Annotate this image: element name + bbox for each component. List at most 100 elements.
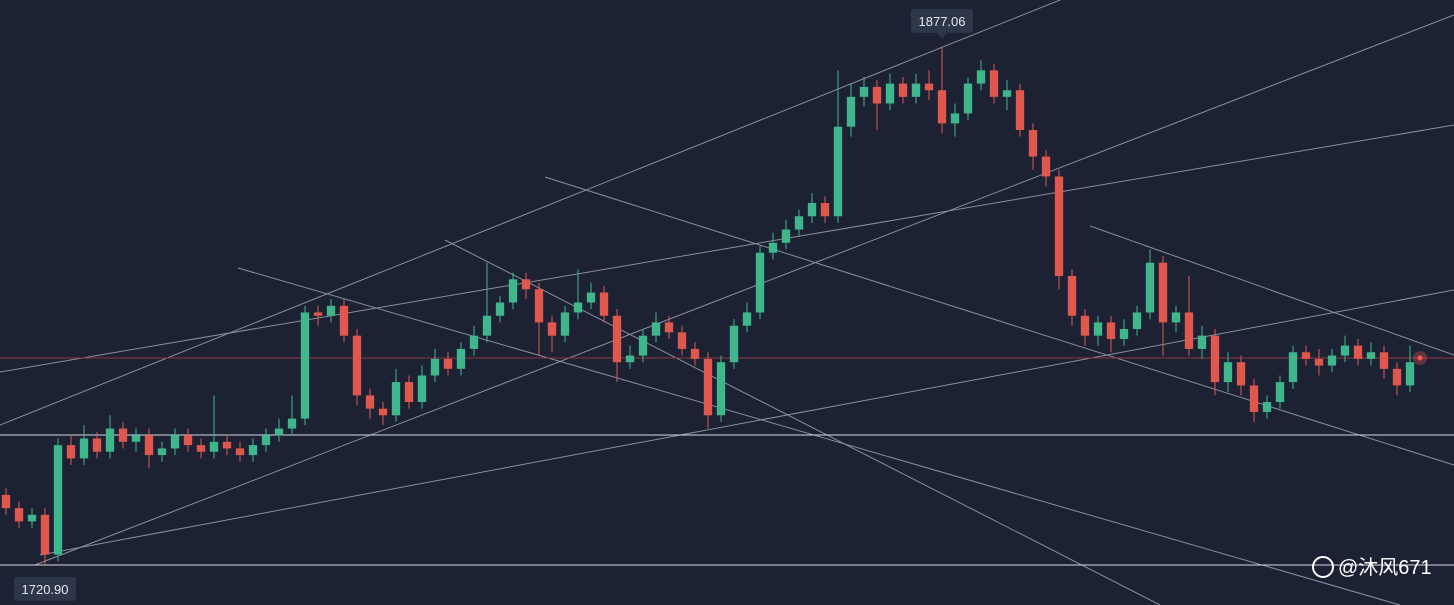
candle-body (1392, 368, 1402, 386)
candle-body (352, 335, 362, 396)
candle-body (404, 382, 414, 403)
candle-body (651, 322, 661, 336)
candle-body (417, 375, 427, 403)
candle-body (1353, 345, 1363, 359)
candle-body (586, 292, 596, 303)
candle-body (1223, 362, 1233, 383)
candle-body (547, 322, 557, 336)
candle-body (755, 252, 765, 313)
candle-body (1210, 335, 1220, 383)
candle-body (131, 435, 141, 442)
candle-body (638, 335, 648, 356)
candle-body (235, 448, 245, 456)
candle-body (716, 362, 726, 416)
candle-body (1340, 345, 1350, 356)
candle-body (261, 435, 271, 446)
candle-body (885, 83, 895, 104)
trend-line (34, 14, 1454, 566)
trend-line (0, 124, 1454, 373)
candle-body (1119, 329, 1129, 339)
candle-body (1327, 355, 1337, 366)
candle-body (66, 445, 76, 459)
candle-body (1249, 385, 1259, 412)
candle-body (144, 435, 154, 456)
candle-body (222, 441, 232, 449)
trend-line (1089, 225, 1454, 356)
candle-body (469, 335, 479, 349)
candle-body (911, 83, 921, 97)
candle-body (287, 418, 297, 429)
candle-body (573, 302, 583, 313)
labels: 1877.06 1720.90 (14, 8, 973, 601)
candle-body (729, 325, 739, 363)
candle-body (677, 332, 687, 349)
trend-line (444, 239, 1161, 605)
watermark-text: @沐风671 (1338, 556, 1432, 579)
watermark-logo (1312, 556, 1334, 578)
candle-body (300, 312, 310, 419)
candle-body (794, 216, 804, 230)
candle-body (118, 428, 128, 442)
candle-body (950, 113, 960, 124)
candle-body (1236, 362, 1246, 386)
candle-body (183, 435, 193, 446)
candle-body (1106, 322, 1116, 339)
candle-body (196, 445, 206, 452)
candle-body (1132, 312, 1142, 330)
candle-body (274, 428, 284, 436)
candle-body (1067, 275, 1077, 316)
candle-body (1, 494, 11, 509)
candle-body (898, 83, 908, 97)
trend-line (0, 0, 1061, 426)
candle-body (1275, 382, 1285, 403)
price-dot (1417, 355, 1423, 361)
candle-body (1015, 90, 1025, 131)
candle-body (313, 312, 323, 316)
candle-body (1041, 156, 1051, 177)
candle-body (703, 358, 713, 416)
candle-body (989, 70, 999, 97)
candle-body (976, 70, 986, 84)
candle-body (248, 445, 258, 456)
candle-body (157, 448, 167, 456)
candle-body (1093, 322, 1103, 336)
candle-body (79, 438, 89, 459)
candle-body (105, 428, 115, 452)
candle-body (1366, 352, 1376, 359)
candle-body (92, 438, 102, 452)
candle-body (1379, 352, 1389, 369)
candle-body (664, 322, 674, 333)
trend-line (544, 176, 1454, 466)
candle-body (1301, 352, 1311, 359)
candle-body (534, 289, 544, 323)
low-label-box (14, 576, 76, 601)
candle-body (820, 202, 830, 217)
candle-body (625, 355, 635, 363)
candle-body (1002, 90, 1012, 97)
candle-body (1145, 262, 1155, 313)
candle-body (1314, 358, 1324, 366)
candle-body (846, 96, 856, 127)
candle-body (365, 395, 375, 409)
candle-body (391, 382, 401, 416)
candle-body (339, 305, 349, 336)
candle-body (209, 441, 219, 452)
candle-body (1288, 352, 1298, 383)
candle-body (781, 229, 791, 243)
candle-body (768, 242, 778, 253)
candle-body (1197, 335, 1207, 349)
candle-body (690, 348, 700, 359)
trend-line (39, 289, 1454, 556)
candle-body (833, 126, 843, 217)
candle-body (40, 514, 50, 555)
candle-body (937, 90, 947, 124)
candle-body (443, 358, 453, 369)
candle-body (807, 202, 817, 217)
high-label: 1877.06 (919, 14, 966, 29)
candle-body (495, 302, 505, 316)
candle-body (326, 305, 336, 316)
candle-body (27, 514, 37, 522)
candle-body (1028, 130, 1038, 157)
